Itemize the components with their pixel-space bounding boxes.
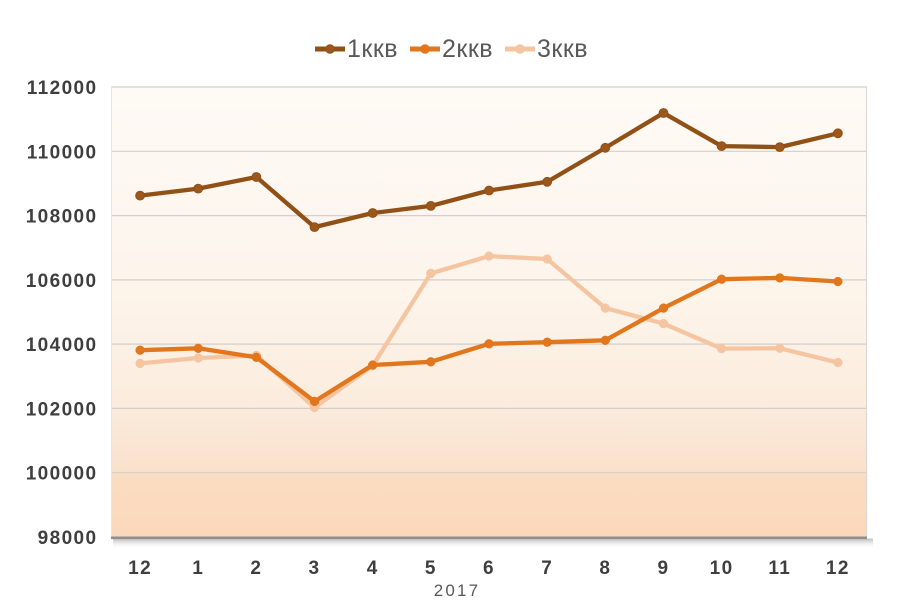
svg-text:5: 5	[425, 558, 437, 579]
svg-text:2017: 2017	[434, 581, 481, 600]
svg-text:3: 3	[309, 558, 321, 579]
svg-text:9: 9	[658, 558, 670, 579]
svg-text:98000: 98000	[38, 528, 98, 549]
svg-text:12: 12	[128, 558, 152, 579]
svg-text:104000: 104000	[26, 335, 98, 356]
svg-text:1ккв: 1ккв	[347, 35, 398, 63]
svg-text:8: 8	[599, 558, 611, 579]
svg-text:10: 10	[710, 558, 734, 579]
svg-text:3ккв: 3ккв	[537, 35, 588, 63]
svg-text:12: 12	[826, 558, 850, 579]
svg-text:100000: 100000	[26, 464, 98, 485]
svg-text:2: 2	[250, 558, 262, 579]
svg-text:112000: 112000	[27, 78, 98, 99]
svg-text:4: 4	[367, 558, 379, 579]
svg-text:7: 7	[541, 558, 553, 579]
svg-text:108000: 108000	[26, 207, 98, 228]
svg-text:6: 6	[483, 558, 495, 579]
svg-text:102000: 102000	[26, 399, 98, 420]
svg-text:110000: 110000	[27, 142, 98, 163]
svg-text:106000: 106000	[26, 271, 98, 292]
svg-text:1: 1	[192, 558, 204, 579]
svg-text:11: 11	[768, 558, 791, 579]
svg-text:2ккв: 2ккв	[442, 35, 493, 63]
